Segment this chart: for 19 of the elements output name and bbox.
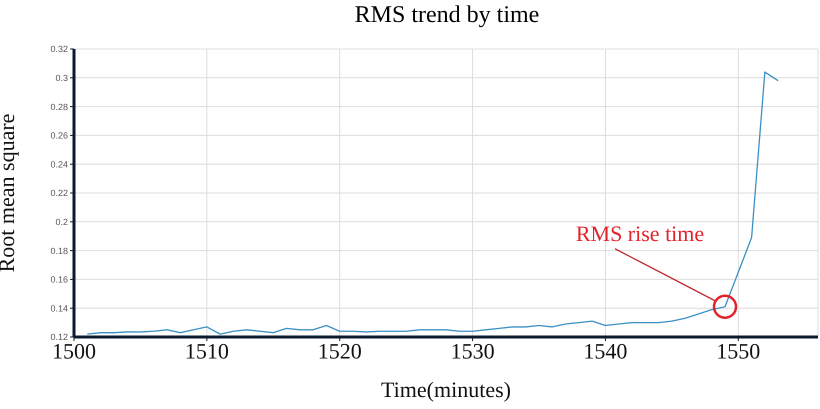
y-tick-label: 0.24 [50, 159, 68, 170]
x-tick-label: 1520 [318, 338, 362, 364]
x-tick-label: 1550 [716, 338, 760, 364]
y-tick-label: 0.22 [50, 188, 68, 198]
x-axis-title: Time(minutes) [381, 377, 511, 402]
x-tick-label: 1530 [450, 338, 495, 364]
annotation: RMS rise time [576, 220, 704, 246]
x-tick-label: 1540 [583, 338, 628, 364]
x-tick-label: 1510 [184, 338, 229, 364]
y-tick-label: 0.28 [50, 102, 68, 112]
y-tick-label: 0.18 [50, 246, 68, 256]
y-tick-label: 0.32 [50, 44, 68, 54]
y-tick-label: 0.26 [50, 130, 68, 141]
y-tick-label: 0.2 [55, 216, 68, 227]
chart-title: RMS trend by time [354, 2, 540, 29]
y-tick-label: 0.3 [55, 72, 68, 83]
y-tick-label: 0.14 [50, 303, 68, 314]
y-tick-label: 0.16 [50, 274, 68, 285]
line-series [86, 71, 779, 335]
